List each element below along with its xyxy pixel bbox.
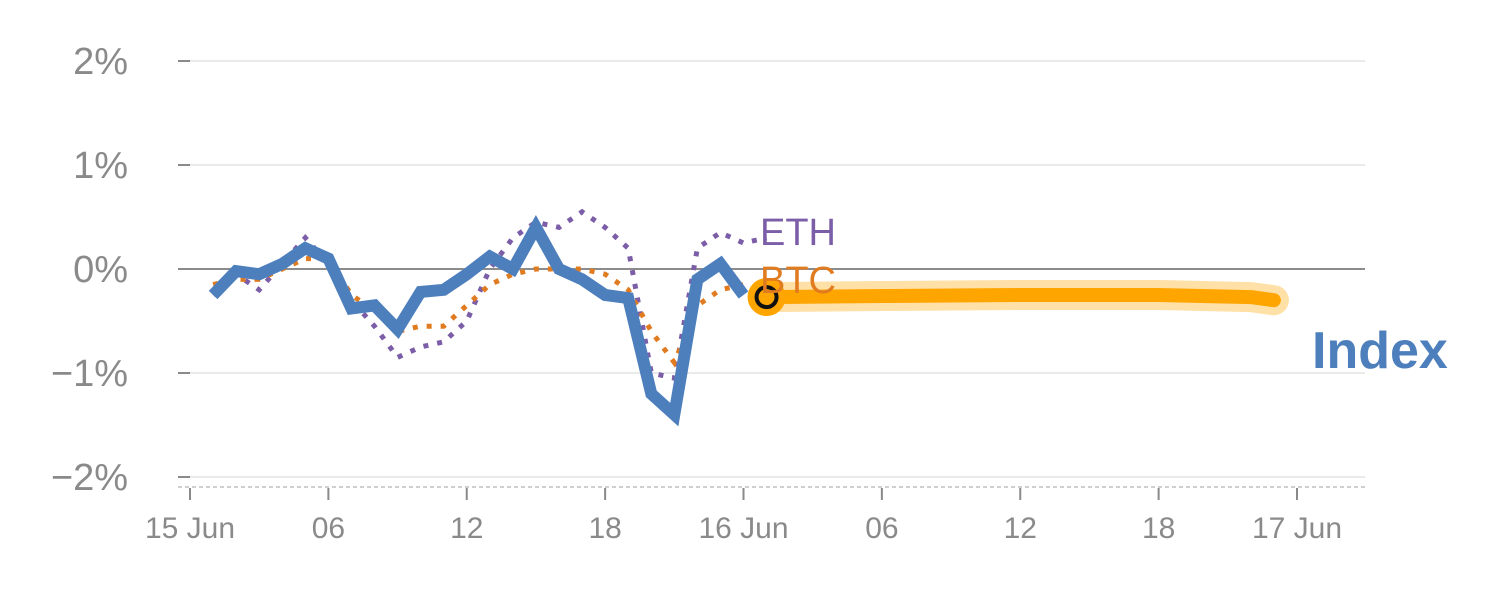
eth-series-label: ETH xyxy=(760,212,836,254)
y-tick-label: 2% xyxy=(73,41,128,83)
x-tick-label: 16 Jun xyxy=(698,512,788,545)
marker-layer xyxy=(747,278,786,317)
axis-layer: 2% 1% 0% −1% −2% 15 Jun 06 12 18 16 Jun 06 12 18 17 J… xyxy=(51,41,1365,545)
label-layer: ETH BTC Index xyxy=(760,212,1448,380)
y-tick-label: 0% xyxy=(73,249,128,291)
x-tick-label: 15 Jun xyxy=(145,512,235,545)
y-tick-label: 1% xyxy=(73,145,128,187)
x-tick-label: 06 xyxy=(865,512,898,545)
btc-series-line xyxy=(212,256,768,368)
current-value-marker-outer xyxy=(747,278,786,317)
grid-layer xyxy=(178,60,1365,478)
x-tick-label: 06 xyxy=(312,512,345,545)
eth-series-line xyxy=(211,208,768,382)
forecast-band-line xyxy=(759,288,1281,308)
x-tick-label: 12 xyxy=(1004,512,1037,545)
current-value-marker-inner xyxy=(754,285,779,310)
y-tick-label: −1% xyxy=(51,353,128,395)
x-tick-label: 18 xyxy=(1142,512,1175,545)
x-tick-label: 17 Jun xyxy=(1252,512,1342,545)
series-layer xyxy=(208,208,768,427)
forecast-layer xyxy=(751,280,1289,316)
x-tick-label: 18 xyxy=(588,512,621,545)
index-series-line xyxy=(208,215,749,427)
btc-series-label: BTC xyxy=(760,260,836,302)
y-tick-label: −2% xyxy=(51,457,128,499)
index-series-label: Index xyxy=(1312,322,1448,380)
x-tick-label: 12 xyxy=(450,512,483,545)
